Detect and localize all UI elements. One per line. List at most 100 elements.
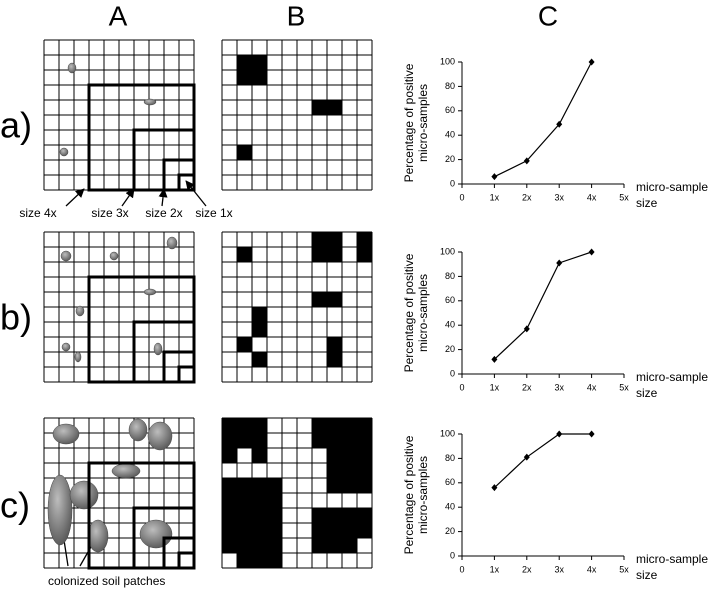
positive-cell [312,523,327,538]
data-line [493,433,592,489]
positive-cell [312,538,327,553]
data-point [588,58,595,66]
positive-cell [237,418,252,433]
positive-cell [327,508,342,523]
positive-cell [222,448,237,463]
positive-cell [312,232,327,247]
positive-cell [267,538,282,553]
positive-cell [357,463,372,478]
x-tick-label: 4x [587,564,597,574]
x-axis-label: size [636,568,658,582]
positive-cell [357,418,372,433]
positive-cell [267,553,282,568]
positive-cell [252,478,267,493]
column-label: B [287,0,306,31]
positive-cell [327,337,342,352]
soil-patch [47,474,73,546]
positive-cell [342,523,357,538]
data-point [523,325,530,333]
y-tick-label: 60 [445,105,455,115]
positive-cell [312,100,327,115]
positive-cell [252,553,267,568]
positive-cell [237,145,252,160]
sample-square [177,173,196,192]
row-label: c) [0,485,30,526]
y-axis-label: micro-samples [416,274,430,352]
x-tick-label: 3x [554,192,564,202]
positive-cell [342,433,357,448]
positive-cell [222,523,237,538]
positive-cell [327,418,342,433]
positive-cell [327,433,342,448]
positive-cell [252,523,267,538]
x-tick-label: 0 [459,382,464,392]
size-label: size 1x [195,206,232,220]
positive-cell [237,538,252,553]
data-point [491,484,498,492]
y-tick-label: 0 [450,368,455,378]
data-point [491,173,498,181]
data-point [556,259,563,267]
soil-patch [111,463,141,479]
x-tick-label: 5x [619,382,629,392]
y-tick-label: 40 [445,320,455,330]
soil-patch [75,305,85,317]
soil-patch [166,236,178,250]
data-point [556,430,563,438]
soil-patch [67,62,77,74]
y-axis-label: Percentage of positive [402,435,416,554]
positive-cell [342,538,357,553]
soil-patch [61,342,71,352]
positive-cell [222,478,237,493]
positive-cell [357,523,372,538]
y-tick-label: 80 [445,453,455,463]
positive-cell [222,433,237,448]
positive-cell [327,292,342,307]
x-axis-label: micro-sample [636,552,708,566]
size-label: size 2x [145,206,182,220]
positive-cell [237,55,252,70]
positive-cell [342,463,357,478]
positive-cell [312,247,327,262]
positive-cell [312,508,327,523]
positive-cell [252,448,267,463]
soil-patch [143,98,157,106]
positive-cell [327,448,342,463]
y-tick-label: 20 [445,526,455,536]
positive-cell [237,493,252,508]
positive-cell [237,478,252,493]
size-label: size 3x [91,206,128,220]
positive-cell [222,508,237,523]
positive-cell [237,70,252,85]
data-point [523,453,530,461]
y-tick-label: 100 [440,56,455,66]
y-tick-label: 0 [450,550,455,560]
x-axis-label: micro-sample [636,370,708,384]
positive-cell [327,100,342,115]
positive-cell [237,247,252,262]
positive-cell [252,418,267,433]
positive-cell [357,508,372,523]
y-tick-label: 20 [445,154,455,164]
x-tick-label: 3x [554,382,564,392]
positive-cell [267,523,282,538]
positive-cell [327,232,342,247]
positive-cell [327,538,342,553]
positive-cell [252,55,267,70]
soil-patch [69,480,99,510]
sample-square [177,551,196,570]
y-tick-label: 80 [445,81,455,91]
positive-cell [357,232,372,247]
positive-cell [267,478,282,493]
x-tick-label: 1x [490,564,500,574]
x-tick-label: 5x [619,192,629,202]
soil-patch [128,418,148,442]
y-axis-label: Percentage of positive [402,253,416,372]
soil-patch [60,250,72,262]
y-axis-label: micro-samples [416,84,430,162]
data-point [491,355,498,363]
positive-cell [312,418,327,433]
positive-cell [312,292,327,307]
positive-cell [252,70,267,85]
x-axis-label: micro-sample [636,180,708,194]
